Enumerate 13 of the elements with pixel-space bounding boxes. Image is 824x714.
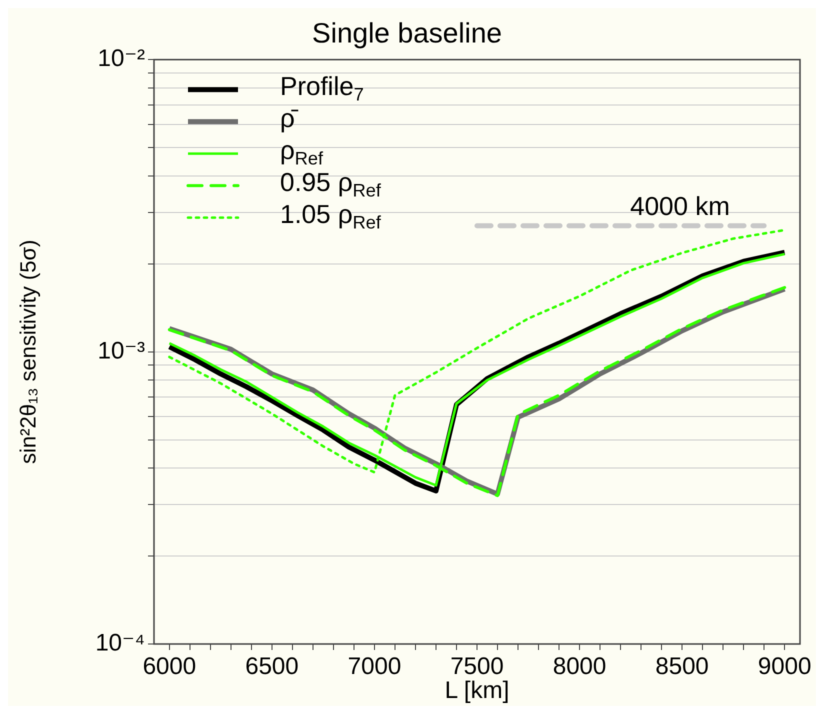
x-tick-label: 7000 — [348, 653, 402, 680]
legend-label: ρ̄ — [280, 102, 299, 133]
chart-title: Single baseline — [312, 18, 502, 49]
x-tick-label: 6000 — [142, 653, 196, 680]
y-tick-label: 10⁻² — [98, 45, 146, 72]
y-axis-title: sin²2θ₁₃ sensitivity (5σ) — [15, 240, 40, 464]
y-tick-label: 10⁻³ — [98, 337, 146, 364]
x-tick-label: 9000 — [758, 653, 812, 680]
x-tick-label: 8500 — [655, 653, 709, 680]
annotation: 4000 km — [630, 190, 730, 221]
x-tick-label: 8000 — [552, 653, 606, 680]
y-tick-label: 10⁻⁴ — [95, 630, 145, 657]
x-tick-label: 6500 — [245, 653, 299, 680]
